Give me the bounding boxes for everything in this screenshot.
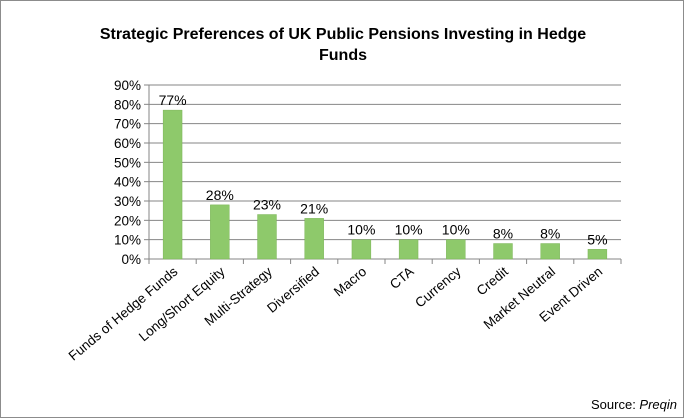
data-label: 5% bbox=[587, 231, 607, 247]
bars bbox=[162, 109, 608, 260]
data-label: 21% bbox=[300, 200, 328, 216]
bar bbox=[304, 218, 324, 260]
source-note: Source: Preqin bbox=[591, 397, 677, 412]
y-tick-label: 70% bbox=[114, 117, 141, 132]
category-label: Diversified bbox=[264, 264, 322, 316]
data-labels: 77% 28% 23% 21% 10% 10% 10% 8% 8% 5% bbox=[159, 92, 608, 247]
bar bbox=[446, 239, 466, 260]
category-label: Credit bbox=[474, 264, 511, 299]
source-prefix: Source: bbox=[591, 397, 640, 412]
data-label: 28% bbox=[206, 187, 234, 203]
y-tick-label: 50% bbox=[114, 155, 141, 170]
y-tick-label: 60% bbox=[114, 136, 141, 151]
bar bbox=[351, 239, 372, 260]
bar bbox=[587, 249, 608, 260]
y-tick-label: 40% bbox=[114, 175, 141, 190]
y-tick-label: 0% bbox=[121, 252, 141, 267]
category-label: Currency bbox=[412, 264, 464, 311]
bar bbox=[162, 109, 183, 260]
category-label: Long/Short Equity bbox=[136, 264, 228, 345]
data-label: 8% bbox=[540, 226, 560, 242]
y-tick-label: 10% bbox=[114, 233, 141, 248]
bar bbox=[398, 239, 419, 260]
y-tick-label: 30% bbox=[114, 194, 141, 209]
y-tick-label: 20% bbox=[114, 213, 141, 228]
chart-title-line: Strategic Preferences of UK Public Pensi… bbox=[100, 26, 586, 43]
y-tick-label: 90% bbox=[114, 78, 141, 93]
data-label: 10% bbox=[395, 222, 423, 238]
source-name: Preqin bbox=[639, 397, 677, 412]
data-label: 23% bbox=[253, 197, 281, 213]
axes: 0% 10% 20% 30% 40% 50% 60% 70% 80% 90% bbox=[114, 78, 622, 267]
category-label: CTA bbox=[387, 264, 417, 292]
data-label: 10% bbox=[442, 222, 470, 238]
data-label: 77% bbox=[159, 92, 187, 108]
bar bbox=[257, 214, 277, 260]
data-label: 8% bbox=[493, 226, 513, 242]
category-label: Macro bbox=[331, 264, 369, 300]
bar bbox=[210, 204, 230, 260]
bar bbox=[493, 243, 513, 260]
chart-title: Strategic Preferences of UK Public Pensi… bbox=[100, 26, 586, 64]
data-label: 10% bbox=[347, 222, 375, 238]
chart-title-line: Funds bbox=[319, 47, 367, 64]
bar bbox=[540, 243, 560, 260]
y-tick-label: 80% bbox=[114, 97, 141, 112]
